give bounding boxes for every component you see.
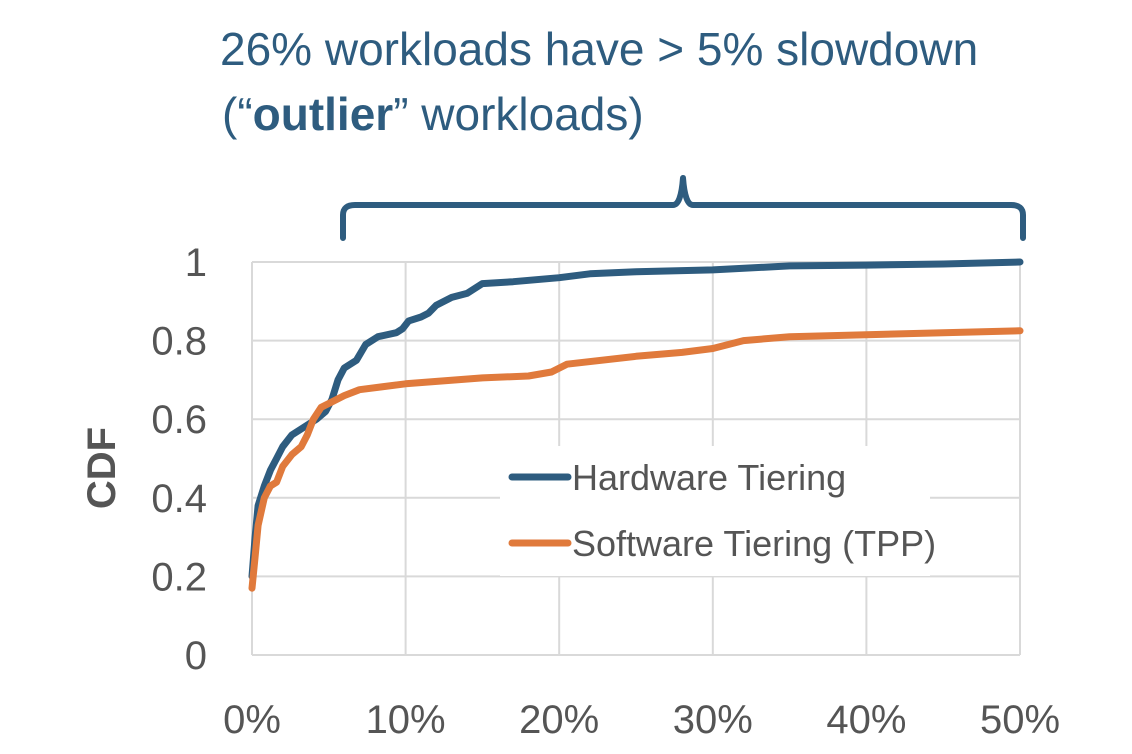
annotation-outlier-word: outlier xyxy=(253,88,394,140)
legend: Hardware Tiering Software Tiering (TPP) xyxy=(500,446,936,576)
x-axis-ticks: 0% 10% 20% 30% 40% 50% xyxy=(223,698,1060,742)
x-tick-label: 20% xyxy=(519,698,599,742)
y-tick-label: 1 xyxy=(185,241,207,285)
y-tick-label: 0.4 xyxy=(151,477,207,521)
annotation-suffix: ” workloads) xyxy=(393,88,644,140)
x-tick-label: 30% xyxy=(673,698,753,742)
series-lines xyxy=(248,258,1024,592)
series-line-hardware-tiering xyxy=(248,258,1024,580)
outlier-range-brace xyxy=(340,175,1026,241)
y-tick-label: 0.6 xyxy=(151,398,207,442)
x-tick-label: 10% xyxy=(366,698,446,742)
annotation-line-2: (“outlier” workloads) xyxy=(222,88,644,140)
series-line-software-tiering xyxy=(248,327,1024,592)
annotation-line-1: 26% workloads have > 5% slowdown xyxy=(220,23,978,75)
y-tick-label: 0.2 xyxy=(151,555,207,599)
y-axis-title: CDF xyxy=(80,427,124,509)
x-tick-label: 40% xyxy=(826,698,906,742)
legend-label: Software Tiering (TPP) xyxy=(572,523,936,564)
y-tick-label: 0 xyxy=(185,634,207,678)
legend-background xyxy=(500,446,930,576)
x-tick-label: 50% xyxy=(980,698,1060,742)
annotation-prefix: (“ xyxy=(222,88,253,140)
y-axis-ticks: 0 0.2 0.4 0.6 0.8 1 xyxy=(151,241,207,678)
legend-label: Hardware Tiering xyxy=(572,457,846,498)
x-tick-label: 0% xyxy=(223,698,281,742)
y-tick-label: 0.8 xyxy=(151,320,207,364)
